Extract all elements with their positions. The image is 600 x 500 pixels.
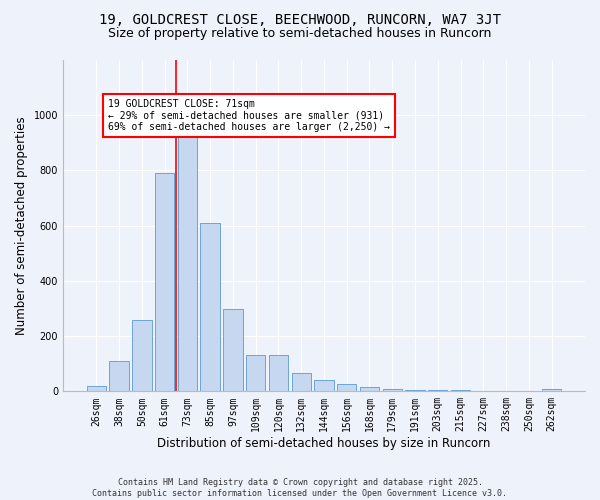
Bar <box>451 390 470 392</box>
Bar <box>155 173 174 392</box>
Bar <box>406 390 425 392</box>
Bar <box>223 308 242 392</box>
Text: Size of property relative to semi-detached houses in Runcorn: Size of property relative to semi-detach… <box>109 28 491 40</box>
Text: 19 GOLDCREST CLOSE: 71sqm
← 29% of semi-detached houses are smaller (931)
69% of: 19 GOLDCREST CLOSE: 71sqm ← 29% of semi-… <box>108 98 390 132</box>
Bar <box>519 391 539 392</box>
Bar <box>496 391 516 392</box>
Bar <box>86 386 106 392</box>
Bar <box>473 390 493 392</box>
Bar <box>360 387 379 392</box>
Text: Contains HM Land Registry data © Crown copyright and database right 2025.
Contai: Contains HM Land Registry data © Crown c… <box>92 478 508 498</box>
Bar <box>337 384 356 392</box>
X-axis label: Distribution of semi-detached houses by size in Runcorn: Distribution of semi-detached houses by … <box>157 437 491 450</box>
Bar <box>269 356 288 392</box>
Bar <box>428 390 448 392</box>
Bar <box>246 356 265 392</box>
Bar <box>109 361 129 392</box>
Bar <box>132 320 152 392</box>
Bar <box>292 374 311 392</box>
Bar <box>542 388 561 392</box>
Bar <box>314 380 334 392</box>
Y-axis label: Number of semi-detached properties: Number of semi-detached properties <box>15 116 28 335</box>
Bar <box>200 223 220 392</box>
Text: 19, GOLDCREST CLOSE, BEECHWOOD, RUNCORN, WA7 3JT: 19, GOLDCREST CLOSE, BEECHWOOD, RUNCORN,… <box>99 12 501 26</box>
Bar <box>178 134 197 392</box>
Bar <box>383 388 402 392</box>
